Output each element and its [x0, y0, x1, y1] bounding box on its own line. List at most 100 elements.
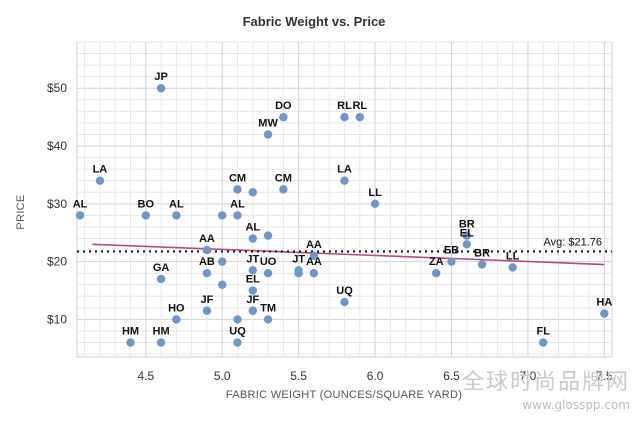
point-label: RL [337, 100, 352, 112]
y-tick-label: $30 [47, 197, 67, 211]
point-label: AA [306, 239, 322, 251]
data-point [370, 199, 380, 209]
x-tick-label: 5.5 [290, 369, 307, 383]
data-point [432, 268, 441, 278]
y-axis-label: PRICE [15, 194, 27, 229]
data-point [294, 268, 303, 278]
point-label: AL [245, 222, 260, 234]
point-label: BO [138, 198, 155, 210]
data-point [279, 185, 288, 194]
point-label: EB [444, 245, 459, 257]
point-label: JF [201, 294, 214, 306]
point-label: LL [506, 250, 520, 262]
y-tick-label: $10 [47, 312, 67, 326]
point-label: EL [246, 274, 260, 286]
point-label: MW [258, 117, 278, 129]
point-label: HA [596, 297, 612, 309]
point-label: JT [246, 253, 259, 265]
point-label: EL [460, 227, 474, 239]
data-point [355, 112, 364, 122]
data-point [233, 185, 242, 194]
x-tick-label: 4.5 [137, 369, 154, 383]
point-label: JT [292, 253, 305, 265]
x-tick-label: 6.0 [367, 369, 384, 383]
watermark-url: www.glosspp.com [522, 398, 630, 412]
point-label: JP [154, 71, 167, 83]
watermark-text: 全球时尚品牌网 [461, 370, 630, 395]
data-point [248, 188, 257, 197]
y-tick-label: $20 [47, 255, 67, 269]
point-label: AL [169, 198, 184, 210]
data-point [248, 266, 257, 275]
data-point [202, 268, 212, 278]
data-point [263, 268, 273, 278]
trend-layer: Avg: $21.76 [77, 236, 612, 266]
point-layer [75, 84, 609, 347]
watermark: 全球时尚品牌网 www.glosspp.com [430, 364, 630, 412]
point-label: LL [368, 187, 382, 199]
data-point [156, 338, 166, 347]
data-point [218, 211, 227, 220]
data-point [539, 338, 548, 347]
data-point [263, 130, 273, 139]
data-point [218, 280, 227, 289]
point-label: RL [352, 100, 367, 112]
point-label: AL [73, 198, 88, 210]
data-point [340, 176, 349, 185]
point-label: BR [474, 248, 490, 260]
data-point [248, 306, 257, 315]
data-point [279, 112, 288, 122]
data-point [95, 176, 105, 185]
data-point [233, 211, 242, 220]
y-tick-label: $40 [47, 139, 67, 153]
data-point [233, 338, 242, 347]
data-point [202, 245, 212, 255]
data-point [462, 240, 471, 249]
point-label: JF [246, 294, 259, 306]
point-label: GA [153, 262, 170, 274]
data-point [309, 268, 319, 278]
point-label: LA [93, 164, 108, 176]
point-label: UQ [229, 326, 246, 338]
point-label: UQ [336, 285, 353, 297]
point-label: HM [153, 326, 170, 338]
data-point [263, 231, 273, 240]
trend-line [92, 243, 605, 266]
data-point [477, 260, 487, 269]
point-label: AB [199, 256, 215, 268]
data-point [233, 315, 242, 324]
data-point [218, 257, 227, 266]
point-label: UO [260, 256, 277, 268]
data-point [141, 211, 150, 220]
data-point [156, 274, 166, 284]
point-label: AA [306, 256, 322, 268]
data-point [263, 315, 273, 324]
point-label: ZA [429, 256, 444, 268]
data-point [126, 338, 135, 347]
point-label: LA [337, 164, 352, 176]
data-point [447, 257, 456, 266]
point-label: CM [229, 172, 246, 184]
data-point [508, 263, 517, 272]
data-point [462, 231, 471, 240]
x-tick-label: 7.5 [596, 369, 613, 383]
data-point [248, 286, 257, 295]
data-point [340, 112, 349, 122]
data-point [172, 211, 181, 220]
chart-title: Fabric Weight vs. Price [243, 14, 386, 29]
point-label: AL [230, 198, 245, 210]
point-label: HO [168, 302, 185, 314]
point-label: TM [260, 302, 276, 314]
y-tick-label: $50 [47, 81, 67, 95]
x-tick-label: 5.0 [214, 369, 231, 383]
average-label: Avg: $21.76 [543, 236, 602, 248]
x-axis-label: FABRIC WEIGHT (OUNCES/SQUARE YARD) [226, 389, 462, 401]
axes: 4.5 5.0 5.5 6.0 6.5 7.0 7.5 $10 $20 $30 $40 $50 [47, 81, 613, 383]
point-label: FL [536, 326, 550, 338]
data-point [156, 84, 166, 93]
data-point [202, 306, 212, 315]
point-label: BR [459, 219, 475, 231]
